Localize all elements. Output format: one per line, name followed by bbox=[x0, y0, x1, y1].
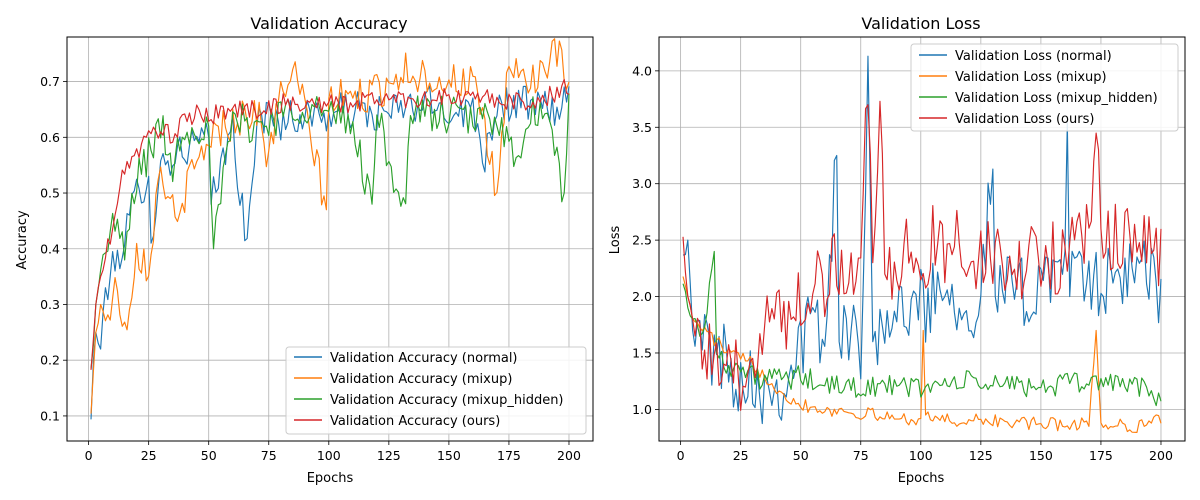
loss-x-label: Epochs bbox=[898, 471, 945, 486]
accuracy-line-mixup bbox=[90, 38, 570, 414]
loss-legend-label-mixup-hidden: Validation Loss (mixup_hidden) bbox=[955, 91, 1158, 106]
accuracy-x-tick-label: 125 bbox=[377, 448, 401, 463]
accuracy-y-ticks: 0.1 0.2 0.3 0.4 0.5 0.6 0.7 bbox=[40, 74, 67, 423]
accuracy-y-tick-label: 0.7 bbox=[40, 74, 60, 89]
accuracy-plot-frame bbox=[66, 36, 594, 442]
loss-x-tick-label: 200 bbox=[1149, 448, 1173, 463]
loss-legend-label-normal: Validation Loss (normal) bbox=[955, 49, 1112, 64]
accuracy-x-tick-label: 150 bbox=[437, 448, 461, 463]
loss-x-tick-label: 75 bbox=[853, 448, 869, 463]
loss-y-tick-label: 3.5 bbox=[632, 120, 652, 135]
accuracy-y-tick-label: 0.3 bbox=[40, 297, 60, 312]
loss-y-tick-label: 1.5 bbox=[632, 345, 652, 360]
loss-x-tick-label: 100 bbox=[909, 448, 933, 463]
loss-x-ticks: 0 25 50 75 100 125 150 175 200 bbox=[677, 441, 1173, 463]
accuracy-legend-label-mixup-hidden: Validation Accuracy (mixup_hidden) bbox=[330, 393, 564, 408]
loss-legend: Validation Loss (normal) Validation Loss… bbox=[910, 43, 1179, 132]
loss-title: Validation Loss bbox=[861, 14, 980, 33]
loss-legend-label-mixup: Validation Loss (mixup) bbox=[955, 70, 1107, 85]
accuracy-x-label: Epochs bbox=[307, 471, 354, 486]
loss-y-ticks: 1.0 1.5 2.0 2.5 3.0 3.5 4.0 bbox=[632, 63, 659, 417]
accuracy-lines bbox=[90, 38, 570, 420]
accuracy-y-tick-label: 0.5 bbox=[40, 186, 60, 201]
accuracy-line-mixup-hidden bbox=[90, 93, 570, 369]
accuracy-y-tick-label: 0.4 bbox=[40, 241, 60, 256]
loss-lines bbox=[682, 55, 1162, 433]
loss-line-ours bbox=[682, 100, 1162, 411]
loss-y-tick-label: 2.5 bbox=[632, 233, 652, 248]
loss-y-tick-label: 2.0 bbox=[632, 289, 652, 304]
accuracy-legend: Validation Accuracy (normal) Validation … bbox=[285, 346, 587, 435]
loss-line-mixup bbox=[682, 276, 1162, 433]
accuracy-line-normal bbox=[90, 85, 570, 420]
accuracy-legend-label-ours: Validation Accuracy (ours) bbox=[330, 414, 500, 429]
accuracy-y-label: Accuracy bbox=[15, 210, 30, 270]
loss-line-mixup-hidden bbox=[682, 250, 1162, 407]
loss-plot-frame bbox=[658, 36, 1186, 442]
loss-legend-label-ours: Validation Loss (ours) bbox=[955, 112, 1094, 127]
accuracy-x-tick-label: 25 bbox=[141, 448, 157, 463]
loss-x-tick-label: 50 bbox=[793, 448, 809, 463]
accuracy-x-tick-label: 200 bbox=[557, 448, 581, 463]
accuracy-x-tick-label: 0 bbox=[85, 448, 93, 463]
loss-y-tick-label: 4.0 bbox=[632, 63, 652, 78]
loss-panel: Validation Loss 0 25 50 75 100 125 150 175 200 1… bbox=[608, 14, 1186, 486]
accuracy-x-tick-label: 100 bbox=[317, 448, 341, 463]
accuracy-y-tick-label: 0.2 bbox=[40, 353, 60, 368]
accuracy-line-ours bbox=[90, 78, 570, 370]
accuracy-legend-label-mixup: Validation Accuracy (mixup) bbox=[330, 372, 512, 387]
accuracy-x-tick-label: 75 bbox=[261, 448, 277, 463]
accuracy-y-tick-label: 0.1 bbox=[40, 408, 60, 423]
loss-y-label: Loss bbox=[608, 226, 623, 255]
accuracy-x-ticks: 0 25 50 75 100 125 150 175 200 bbox=[85, 441, 581, 463]
accuracy-legend-box bbox=[285, 346, 587, 435]
loss-legend-box bbox=[910, 43, 1179, 132]
loss-x-tick-label: 0 bbox=[677, 448, 685, 463]
accuracy-legend-label-normal: Validation Accuracy (normal) bbox=[330, 351, 518, 366]
accuracy-grid bbox=[67, 37, 593, 441]
loss-x-tick-label: 150 bbox=[1029, 448, 1053, 463]
accuracy-x-tick-label: 175 bbox=[497, 448, 521, 463]
loss-x-tick-label: 25 bbox=[733, 448, 749, 463]
loss-x-tick-label: 175 bbox=[1089, 448, 1113, 463]
accuracy-title: Validation Accuracy bbox=[250, 14, 407, 33]
loss-y-tick-label: 3.0 bbox=[632, 176, 652, 191]
loss-x-tick-label: 125 bbox=[969, 448, 993, 463]
loss-y-tick-label: 1.0 bbox=[632, 402, 652, 417]
accuracy-x-tick-label: 50 bbox=[201, 448, 217, 463]
accuracy-y-tick-label: 0.6 bbox=[40, 130, 60, 145]
accuracy-panel: Validation Accuracy 0 25 50 75 100 125 150 175 2… bbox=[15, 14, 594, 486]
